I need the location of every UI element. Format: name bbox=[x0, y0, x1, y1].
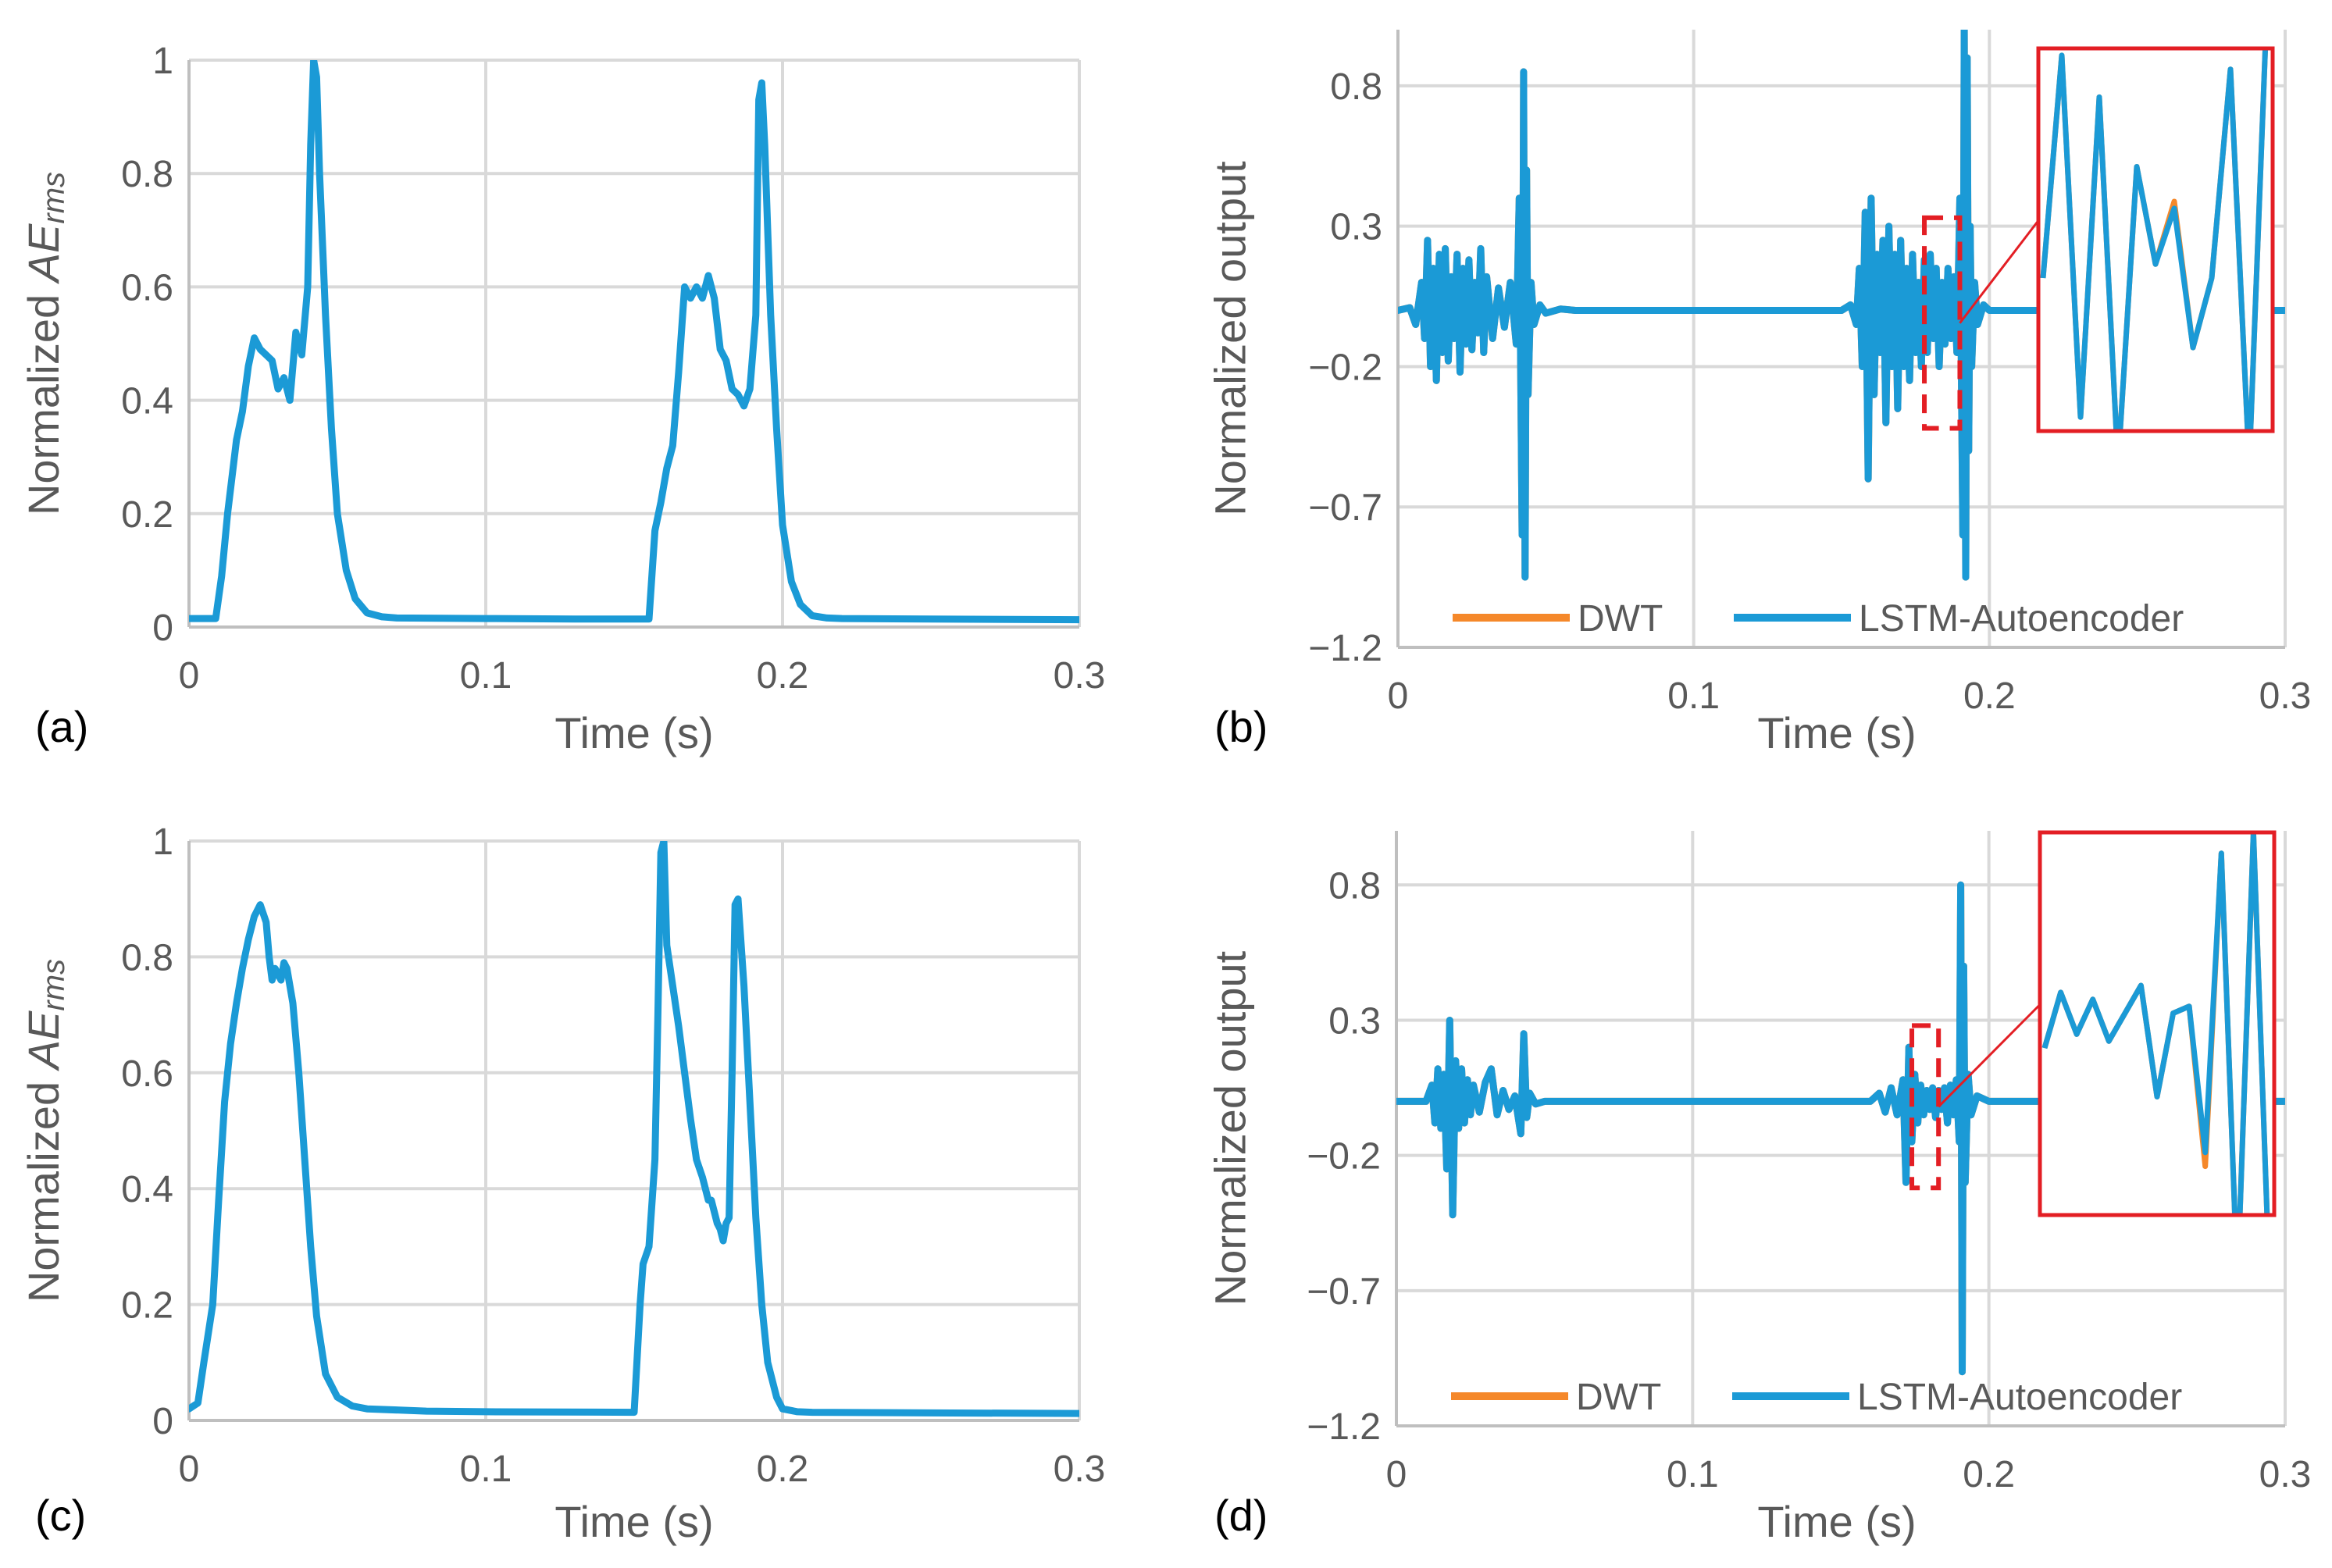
chart-panel-d: −1.2 −0.7 −0.2 0.3 0.8 0 0.1 0.2 0.3 Time (s) Norm… bbox=[1206, 830, 2312, 1546]
x-tick-label: 0.3 bbox=[1054, 655, 1106, 697]
x-tick-label: 0.1 bbox=[460, 655, 512, 697]
x-tick-label: 0.3 bbox=[1054, 1449, 1106, 1490]
x-tick-label: 0 bbox=[179, 655, 200, 697]
zoom-series-line bbox=[2041, 832, 2270, 1215]
x-axis-title: Time (s) bbox=[1757, 708, 1916, 757]
zoom-inset-border bbox=[2038, 830, 2277, 1217]
y-tick-label: 0.8 bbox=[1328, 865, 1381, 907]
chart-panel-b: −1.2 −0.7 −0.2 0.3 0.8 0 0.1 0.2 0.3 Time (s) Norm… bbox=[1206, 30, 2312, 757]
y-tick-label: −0.7 bbox=[1307, 1271, 1381, 1313]
y-tick-label: 0.2 bbox=[121, 1285, 173, 1327]
y-tick-label: 0.6 bbox=[121, 1053, 173, 1095]
x-tick-label: 0.2 bbox=[1963, 1454, 2015, 1495]
legend-label: DWT bbox=[1578, 598, 1663, 640]
y-axis-title: Normalized AErms bbox=[19, 172, 72, 515]
x-tick-label: 0.3 bbox=[2259, 675, 2312, 717]
series-line-lstm-autoencoder bbox=[1396, 881, 2285, 1376]
zoom-series-line bbox=[2040, 48, 2269, 431]
y-tick-label: 1 bbox=[152, 821, 173, 863]
panel-label: (c) bbox=[35, 1491, 86, 1540]
y-axis-title: Normalized output bbox=[1206, 950, 1255, 1306]
y-axis-title: Normalized output bbox=[1206, 161, 1255, 516]
zoom-inset-border bbox=[2036, 46, 2275, 433]
y-axis-title-symbol: AE bbox=[19, 1010, 68, 1071]
chart-panel-a: 0 0.2 0.4 0.6 0.8 1 0 0.1 0.2 0.3 Time (s) Normaliz… bbox=[19, 41, 1106, 757]
zoom-region-box bbox=[1909, 1023, 1942, 1191]
y-tick-label: 0.3 bbox=[1328, 1000, 1381, 1042]
x-tick-label: 0.2 bbox=[1963, 675, 2016, 717]
y-tick-label: 0 bbox=[152, 1401, 173, 1442]
y-tick-label: −0.2 bbox=[1308, 347, 1382, 388]
y-tick-label: 0.8 bbox=[121, 154, 173, 195]
zoom-connector-line bbox=[1938, 1003, 2041, 1108]
zoom-connector-line bbox=[1959, 219, 2040, 324]
y-tick-label: 0.4 bbox=[121, 381, 173, 422]
legend-label: DWT bbox=[1576, 1377, 1661, 1418]
x-tick-label: 0.2 bbox=[757, 655, 809, 697]
panel-label: (d) bbox=[1214, 1491, 1268, 1540]
x-tick-label: 0.1 bbox=[1667, 675, 1720, 717]
x-tick-label: 0.1 bbox=[460, 1449, 512, 1490]
legend-label: LSTM-Autoencoder bbox=[1859, 598, 2184, 640]
y-axis-title-text: Normalized bbox=[19, 1069, 68, 1303]
legend-label: LSTM-Autoencoder bbox=[1857, 1377, 2182, 1418]
y-axis-title-subscript: rms bbox=[37, 172, 71, 224]
panel-label: (a) bbox=[35, 702, 88, 751]
x-tick-label: 0 bbox=[179, 1449, 200, 1490]
y-tick-label: 0.3 bbox=[1330, 207, 1382, 248]
y-tick-label: 0.4 bbox=[121, 1169, 173, 1210]
y-tick-label: 0.6 bbox=[121, 267, 173, 308]
chart-panel-c: 0 0.2 0.4 0.6 0.8 1 0 0.1 0.2 0.3 Time (s) Normaliz… bbox=[19, 821, 1106, 1546]
x-tick-label: 0.2 bbox=[757, 1449, 809, 1490]
y-axis-title-subscript: rms bbox=[37, 959, 71, 1011]
y-tick-label: 0 bbox=[152, 608, 173, 649]
series-line-lstm-autoencoder bbox=[1398, 30, 2285, 581]
y-tick-label: −0.2 bbox=[1307, 1136, 1381, 1178]
x-axis-title: Time (s) bbox=[1757, 1497, 1916, 1546]
y-axis-title-text: Normalized bbox=[19, 282, 68, 515]
y-tick-label: −1.2 bbox=[1308, 628, 1382, 669]
y-tick-label: 1 bbox=[152, 41, 173, 82]
x-tick-label: 0 bbox=[1386, 1454, 1407, 1495]
panel-label: (b) bbox=[1214, 702, 1268, 751]
y-axis-title: Normalized AErms bbox=[19, 959, 72, 1303]
series-line-ae-rms bbox=[189, 841, 1079, 1417]
zoom-region-box bbox=[1922, 215, 1963, 431]
y-tick-label: 0.8 bbox=[121, 937, 173, 978]
y-tick-label: −0.7 bbox=[1308, 487, 1382, 529]
y-axis-title-symbol: AE bbox=[19, 223, 68, 284]
x-axis-title: Time (s) bbox=[554, 1497, 713, 1546]
y-tick-label: 0.8 bbox=[1330, 66, 1382, 108]
series-line-ae-rms bbox=[189, 60, 1079, 624]
x-tick-label: 0.3 bbox=[2259, 1454, 2312, 1495]
x-axis-title: Time (s) bbox=[554, 708, 713, 757]
y-tick-label: −1.2 bbox=[1307, 1406, 1381, 1448]
x-tick-label: 0 bbox=[1388, 675, 1409, 717]
x-tick-label: 0.1 bbox=[1667, 1454, 1719, 1495]
y-tick-label: 0.2 bbox=[121, 494, 173, 536]
